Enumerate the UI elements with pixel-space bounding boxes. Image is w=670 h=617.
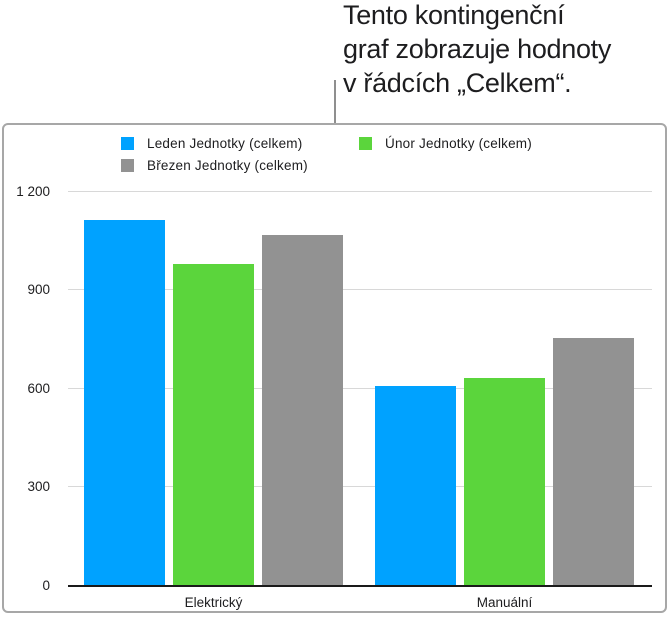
gridline: [68, 388, 652, 389]
callout-leader-line: [334, 80, 336, 124]
chart-bar: [173, 264, 254, 586]
y-axis-tick-label: 600: [27, 381, 50, 396]
legend-label: Únor Jednotky (celkem): [385, 135, 532, 151]
legend-item-unor: Únor Jednotky (celkem): [359, 135, 532, 151]
callout-line-3: v řádcích „Celkem“.: [343, 68, 572, 98]
legend-item-leden: Leden Jednotky (celkem): [121, 135, 303, 151]
gridline: [68, 289, 652, 290]
callout-text: Tento kontingenční graf zobrazuje hodnot…: [343, 0, 611, 100]
legend-item-brezen: Březen Jednotky (celkem): [121, 157, 308, 173]
x-axis-line: [68, 585, 652, 587]
callout-line-1: Tento kontingenční: [343, 0, 565, 30]
legend-color-swatch-icon: [359, 136, 372, 150]
x-axis-category-label: Manuální: [476, 595, 533, 610]
y-axis-tick-label: 0: [42, 578, 50, 593]
chart-bar: [553, 338, 634, 586]
callout-line-2: graf zobrazuje hodnoty: [343, 34, 612, 64]
plot-area: Elektrický Manuální 0 300 600 900 1 200: [4, 125, 665, 611]
gridline: [68, 191, 652, 192]
chart-card: Leden Jednotky (celkem) Únor Jednotky (c…: [2, 123, 667, 613]
y-axis-tick-label: 1 200: [16, 184, 50, 199]
legend-label: Březen Jednotky (celkem): [147, 157, 308, 173]
x-axis-category-label: Elektrický: [184, 595, 243, 610]
legend-label: Leden Jednotky (celkem): [147, 135, 303, 151]
legend-color-swatch-icon: [121, 136, 134, 150]
y-axis-tick-label: 300: [27, 479, 50, 494]
legend-color-swatch-icon: [121, 158, 134, 172]
y-axis-tick-label: 900: [27, 282, 50, 297]
chart-bar: [262, 235, 343, 586]
chart-bar: [375, 386, 456, 586]
gridline: [68, 486, 652, 487]
chart-bar: [84, 220, 165, 586]
chart-bar: [464, 378, 545, 586]
